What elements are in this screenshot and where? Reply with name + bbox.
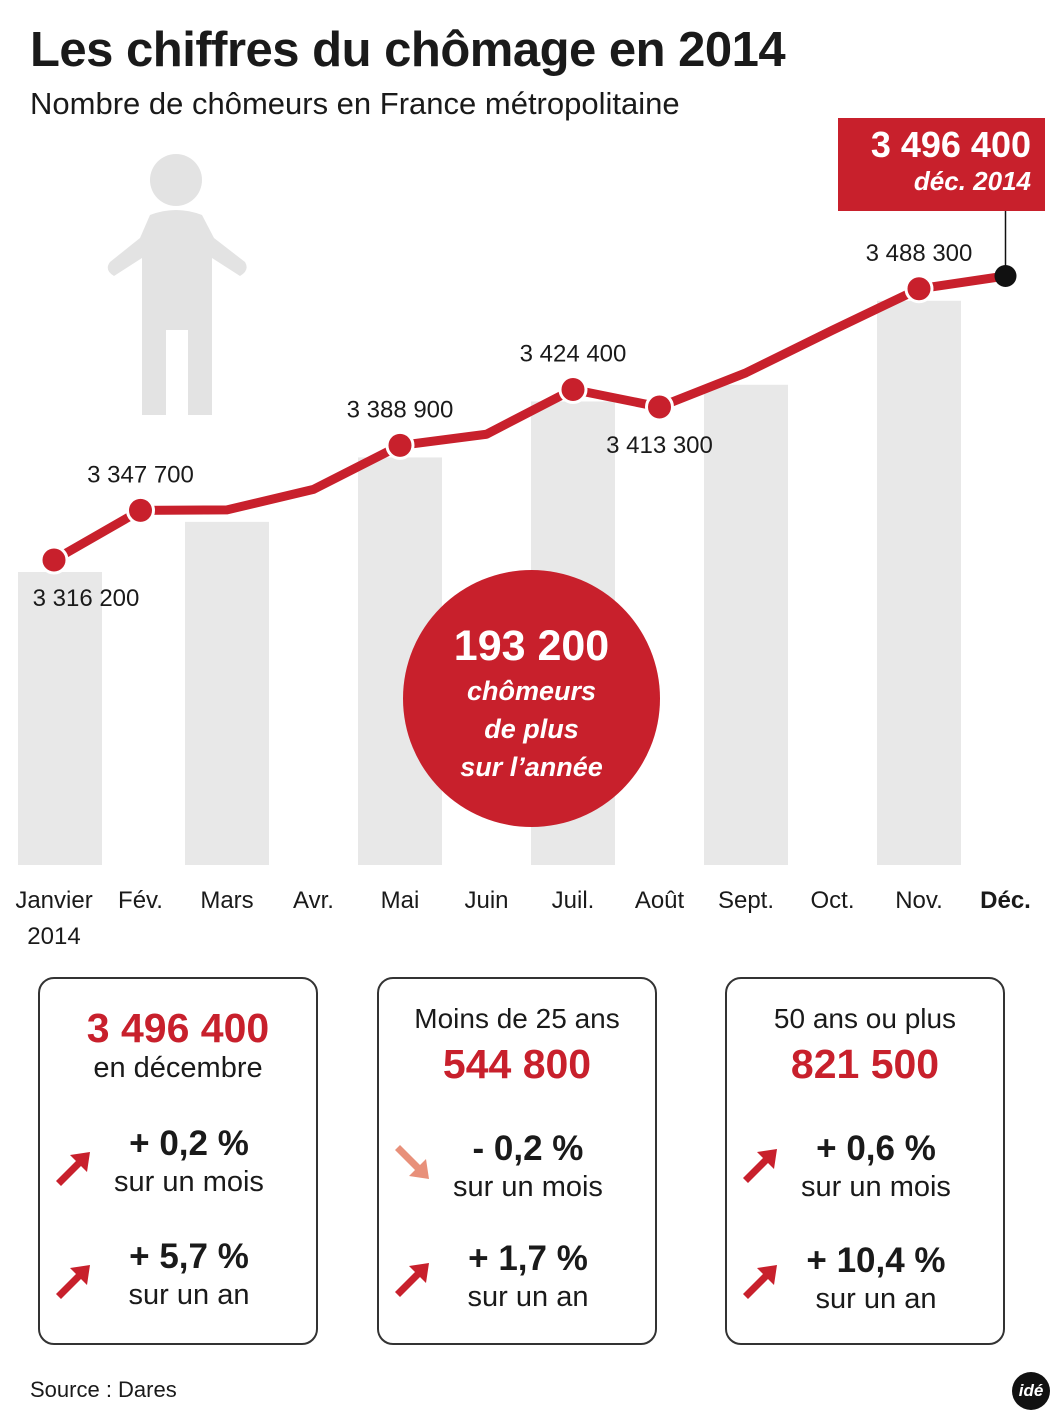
callout-label: déc. 2014	[913, 166, 1031, 196]
card-subtitle: en décembre	[93, 1052, 263, 1084]
page-subtitle: Nombre de chômeurs en France métropolita…	[30, 86, 680, 121]
december-callout: 3 496 400 déc. 2014	[838, 118, 1045, 211]
arrow-up-icon	[56, 1152, 90, 1186]
page-title: Les chiffres du chômage en 2014	[30, 23, 786, 77]
x-tick-label: Oct.	[810, 887, 854, 914]
stat-year: + 1,7 % sur un an	[379, 1239, 655, 1315]
x-tick-label: Janvier 2014	[15, 887, 92, 950]
data-label: 3 316 200	[33, 585, 140, 612]
stat-year: + 5,7 % sur un an	[40, 1237, 316, 1313]
data-point	[645, 392, 674, 422]
arrow-down-icon	[395, 1145, 429, 1179]
stat-pct: + 5,7 %	[129, 1237, 249, 1276]
arrow-up-icon	[743, 1149, 777, 1183]
x-tick-label: Déc.	[980, 887, 1031, 914]
chart-bar	[18, 572, 102, 865]
card-value: 544 800	[442, 1041, 592, 1087]
ide-logo: idé	[1012, 1372, 1050, 1410]
data-point	[126, 495, 155, 525]
x-tick-label: Mai	[381, 887, 420, 914]
stat-label: sur un mois	[114, 1166, 264, 1198]
arrow-up-icon	[395, 1263, 429, 1297]
stat-pct: + 0,2 %	[129, 1124, 249, 1163]
data-point	[558, 374, 588, 404]
stat-month: - 0,2 % sur un mois	[379, 1129, 655, 1205]
stat-month: + 0,2 % sur un mois	[40, 1124, 316, 1200]
card-value: 821 500	[790, 1041, 940, 1087]
x-tick-label: Juin	[464, 887, 508, 914]
x-tick-label: Août	[635, 887, 685, 914]
data-point	[904, 274, 934, 304]
stat-pct: + 0,6 %	[816, 1129, 936, 1168]
card-total: 3 496 400 en décembre + 0,2 % sur un moi…	[38, 977, 318, 1345]
data-label: 3 488 300	[866, 240, 973, 267]
source-note: Source : Dares	[30, 1377, 177, 1402]
yearly-increase-bubble: 193 200 chômeurs de plus sur l’année	[403, 570, 660, 827]
stat-year: + 10,4 % sur un an	[727, 1241, 1003, 1317]
x-tick-label: Sept.	[718, 887, 774, 914]
x-tick-label: Fév.	[118, 887, 163, 914]
x-tick-label: Juil.	[552, 887, 595, 914]
card-heading: Moins de 25 ans	[414, 1003, 620, 1034]
chart-bar	[877, 300, 961, 865]
data-point	[385, 430, 415, 460]
x-tick-label: Avr.	[293, 887, 334, 914]
data-label: 3 413 300	[606, 432, 713, 459]
card-under-25: Moins de 25 ans 544 800 - 0,2 % sur un m…	[377, 977, 657, 1345]
data-point	[994, 265, 1017, 287]
callout-value: 3 496 400	[870, 124, 1031, 165]
data-label: 3 388 900	[347, 396, 454, 423]
unemployment-chart: 3 316 200 3 347 700 3 388 900 3 424 400 3 41…	[15, 154, 1031, 950]
series-line	[49, 271, 1010, 565]
stat-label: sur un an	[815, 1283, 937, 1315]
card-50-plus: 50 ans ou plus 821 500 + 0,6 % sur un mo…	[725, 977, 1005, 1345]
x-tick-label: Mars	[200, 887, 253, 914]
person-reading-icon	[107, 154, 247, 415]
data-point	[39, 545, 69, 575]
card-heading: 50 ans ou plus	[773, 1003, 957, 1034]
card-value: 3 496 400	[86, 1005, 270, 1051]
stat-label: sur un an	[128, 1279, 250, 1311]
bubble-line: chômeurs	[466, 676, 597, 706]
data-label: 3 347 700	[87, 461, 194, 488]
bubble-line: sur l’année	[460, 752, 603, 782]
x-tick-label: Nov.	[895, 887, 943, 914]
stat-pct: - 0,2 %	[472, 1129, 584, 1168]
arrow-up-icon	[56, 1265, 90, 1299]
stat-pct: + 1,7 %	[468, 1239, 588, 1278]
bubble-line: de plus	[484, 714, 579, 744]
stat-pct: + 10,4 %	[806, 1241, 946, 1280]
chart-bar	[185, 521, 269, 865]
stat-label: sur un an	[467, 1281, 589, 1313]
stat-month: + 0,6 % sur un mois	[727, 1129, 1003, 1205]
bubble-value: 193 200	[453, 622, 610, 670]
arrow-up-icon	[743, 1265, 777, 1299]
chart-bar	[704, 384, 788, 865]
stat-label: sur un mois	[453, 1171, 603, 1203]
data-label: 3 424 400	[520, 340, 627, 367]
stat-label: sur un mois	[801, 1171, 951, 1203]
